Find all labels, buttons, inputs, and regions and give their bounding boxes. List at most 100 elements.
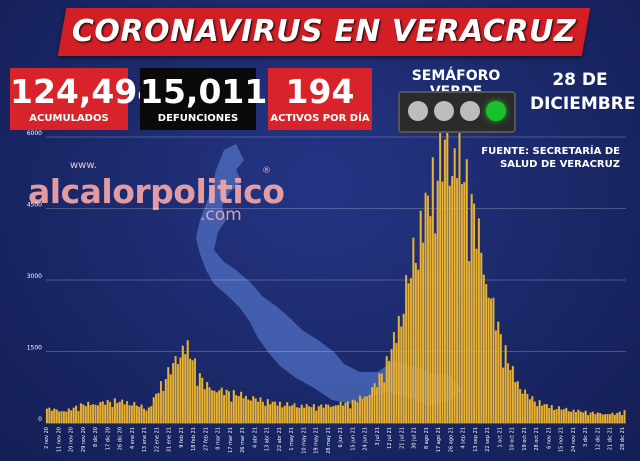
chart-bar <box>186 340 189 424</box>
x-tick-label: 26 ago 21 <box>448 427 454 452</box>
x-tick-label: 13 sep 21 <box>473 427 479 452</box>
x-tick-label: 19 oct 21 <box>522 427 528 451</box>
chart-bar <box>155 393 158 424</box>
chart-bar <box>324 404 328 424</box>
x-tick-label: 3 jul 21 <box>375 427 381 446</box>
chart-bar <box>506 363 510 424</box>
chart-bar <box>621 415 624 424</box>
chart-bar <box>257 401 260 424</box>
chart-bar <box>89 405 92 424</box>
x-tick-label: 1 may 21 <box>289 427 295 451</box>
chart-bar <box>422 242 425 424</box>
chart-bar <box>482 274 485 424</box>
chart-bar <box>339 401 342 424</box>
chart-bar <box>45 408 48 424</box>
chart-bar <box>606 413 609 424</box>
chart-bar <box>565 407 568 424</box>
chart-bar <box>426 195 429 424</box>
chart-bar <box>218 390 221 424</box>
chart-bar <box>480 252 483 424</box>
chart-bar <box>162 390 165 424</box>
chart-bar <box>344 402 347 424</box>
chart-bar <box>378 373 381 424</box>
chart-bar <box>380 373 383 424</box>
watermark-logo: alcalorpolitico <box>28 172 285 211</box>
chart-bar <box>570 411 573 424</box>
chart-bar <box>286 402 289 424</box>
chart-bar <box>613 414 616 424</box>
x-tick-label: 6 jun 21 <box>338 427 344 447</box>
chart-bar <box>329 406 332 424</box>
chart-bar <box>315 410 318 424</box>
chart-bar <box>567 411 570 424</box>
chart-bar <box>230 401 233 424</box>
chart-bar <box>509 369 512 424</box>
chart-bar <box>58 411 61 424</box>
chart-bar <box>385 356 388 424</box>
x-tick-label: 8 ago 21 <box>424 427 430 449</box>
chart-bar <box>465 159 468 424</box>
chart-bar <box>159 381 163 424</box>
y-tick-label: 6000 <box>27 130 42 137</box>
chart-bar <box>84 406 87 424</box>
chart-bar <box>526 393 529 424</box>
chart-bar <box>123 404 126 424</box>
chart-bar <box>295 407 298 424</box>
x-tick-label: 21 jul 21 <box>399 427 405 449</box>
chart-bar <box>92 404 95 424</box>
chart-bar <box>596 412 599 424</box>
chart-bar <box>424 192 427 424</box>
chart-bar <box>157 392 160 424</box>
chart-bar <box>400 326 403 424</box>
chart-bar <box>560 409 563 424</box>
chart-bar <box>291 405 294 424</box>
x-tick-label: 10 may 21 <box>301 427 307 454</box>
x-tick-label: 27 feb 21 <box>203 427 209 451</box>
report-date-day: 28 DE <box>552 70 608 90</box>
chart-bar <box>172 362 175 424</box>
chart-bar <box>402 313 405 424</box>
chart-bar <box>528 399 531 424</box>
chart-bar <box>409 278 413 424</box>
x-tick-label: 8 mar 21 <box>216 427 222 450</box>
x-tick-label: 18 feb 21 <box>191 427 197 451</box>
chart-bar <box>492 297 495 424</box>
chart-bar <box>446 130 449 424</box>
chart-bar <box>307 406 311 424</box>
chart-bar <box>434 233 437 424</box>
chart-bar <box>618 411 621 424</box>
x-tick-label: 22 sep 21 <box>485 427 491 452</box>
chart-bar <box>456 178 459 424</box>
chart-bar <box>125 400 129 424</box>
chart-bar <box>519 389 522 424</box>
x-tick-label: 2 nov 20 <box>44 427 50 449</box>
chart-bar <box>227 391 230 424</box>
chart-bar <box>390 348 393 424</box>
source-note: FUENTE: SECRETARÍA DE SALUD DE VERACRUZ <box>480 145 620 171</box>
chart-bar <box>237 396 240 424</box>
x-tick-label: 10 oct 21 <box>510 427 516 451</box>
chart-bar <box>145 410 148 424</box>
chart-bar <box>215 392 218 424</box>
chart-bar <box>261 401 264 424</box>
chart-bar <box>419 210 422 424</box>
chart-bar <box>247 399 250 424</box>
chart-bar <box>108 401 112 424</box>
chart-bar <box>587 415 590 424</box>
x-tick-label: 30 jul 21 <box>412 427 418 449</box>
chart-bar <box>599 413 602 424</box>
chart-bar <box>288 406 291 424</box>
chart-bar <box>213 390 216 424</box>
chart-bar <box>523 389 527 424</box>
chart-bar <box>242 398 245 424</box>
chart-bar <box>601 414 604 424</box>
chart-bar <box>363 396 366 424</box>
chart-bar <box>414 262 417 424</box>
chart-bar <box>147 407 150 424</box>
chart-bar <box>327 404 330 424</box>
chart-bar <box>417 269 420 424</box>
x-tick-label: 4 ene 21 <box>130 427 136 449</box>
chart-bar <box>254 398 257 424</box>
chart-bar <box>358 395 362 424</box>
